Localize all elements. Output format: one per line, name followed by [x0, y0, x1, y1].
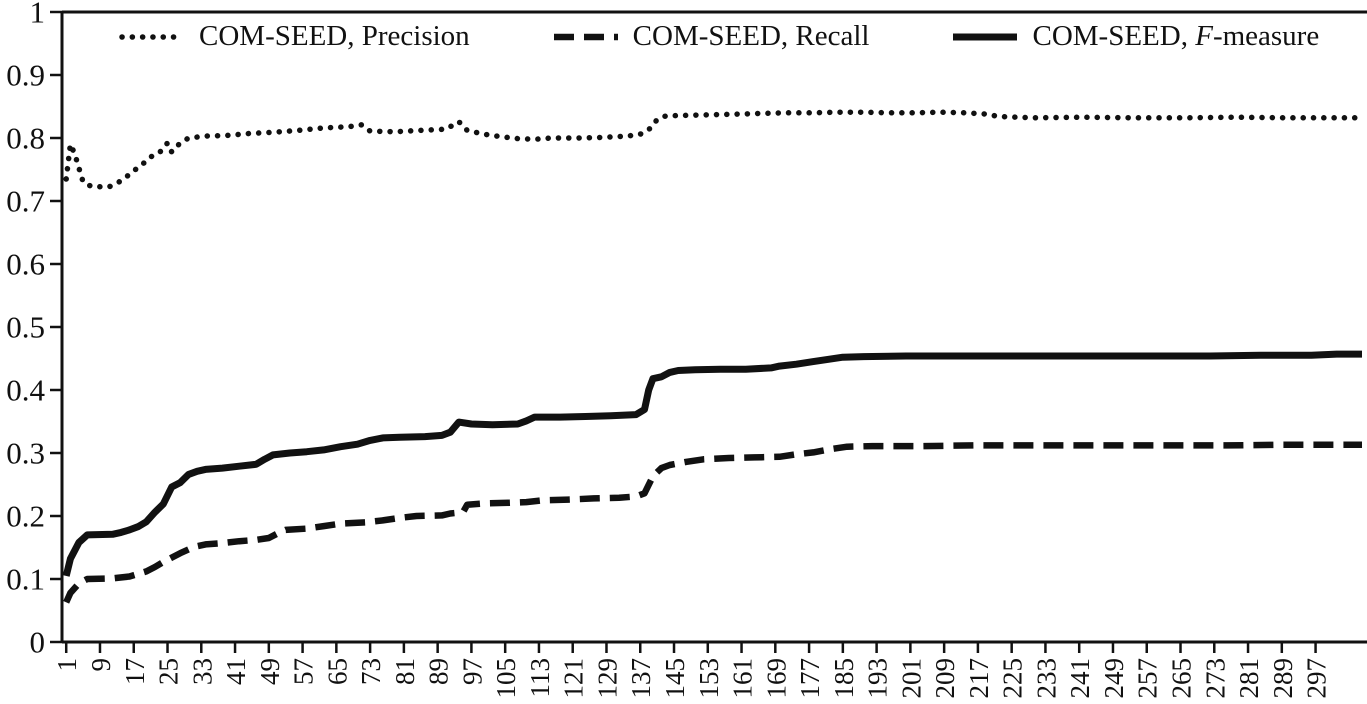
x-tick-label: 33 — [187, 658, 217, 685]
x-tick-label: 153 — [694, 658, 724, 699]
legend-label-recall: COM-SEED, Recall — [632, 20, 870, 52]
x-tick-label: 25 — [154, 658, 184, 685]
x-tick-label: 241 — [1065, 658, 1095, 699]
x-tick-label: 201 — [896, 658, 926, 699]
x-tick-label: 257 — [1133, 658, 1163, 699]
series-line-dotted — [63, 109, 1365, 190]
x-tick-label: 281 — [1234, 658, 1264, 699]
x-tick-label: 185 — [829, 658, 859, 699]
legend: COM-SEED, Precision COM-SEED, Recall COM… — [118, 20, 1319, 53]
y-tick-label: 0.5 — [6, 310, 45, 345]
x-tick-label: 161 — [728, 658, 758, 699]
x-tick-label: 89 — [424, 658, 454, 685]
legend-label-fmeasure: COM-SEED, F-measure — [1032, 20, 1320, 52]
x-tick-label: 105 — [491, 658, 521, 699]
y-tick-label: 1 — [30, 0, 46, 30]
legend-item-recall: COM-SEED, Recall — [552, 20, 870, 53]
x-tick-label: 49 — [255, 658, 285, 685]
series-line-dashed — [63, 441, 1362, 604]
x-tick-label: 145 — [660, 658, 690, 699]
x-tick-label: 193 — [863, 658, 893, 699]
x-tick-label: 265 — [1167, 658, 1197, 699]
y-tick-label: 0.2 — [6, 499, 45, 534]
legend-item-fmeasure: COM-SEED, F-measure — [951, 20, 1319, 53]
y-tick-label: 0.3 — [6, 436, 45, 471]
x-tick-label: 217 — [964, 658, 994, 699]
x-tick-label: 113 — [525, 658, 555, 698]
x-tick-label: 209 — [930, 658, 960, 699]
x-tick-label: 9 — [86, 658, 116, 672]
x-tick-label: 129 — [592, 658, 622, 699]
x-tick-label: 17 — [120, 658, 150, 685]
x-tick-label: 41 — [221, 658, 251, 685]
precision-line-sample — [119, 33, 185, 40]
x-tick-label: 1 — [52, 658, 82, 672]
series-line-solid — [62, 350, 1362, 577]
y-tick-label: 0 — [30, 625, 46, 660]
x-tick-label: 297 — [1302, 658, 1332, 699]
x-tick-label: 81 — [390, 658, 420, 685]
x-tick-label: 249 — [1099, 658, 1129, 699]
x-tick-label: 65 — [322, 658, 352, 685]
x-tick-label: 225 — [998, 658, 1028, 699]
x-tick-label: 121 — [559, 658, 589, 699]
legend-label-precision: COM-SEED, Precision — [199, 20, 470, 52]
y-tick-label: 0.8 — [6, 121, 45, 156]
x-tick-label: 57 — [289, 658, 319, 685]
x-tick-label: 177 — [795, 658, 825, 699]
y-tick-label: 0.9 — [6, 58, 45, 93]
y-tick-label: 0.1 — [6, 562, 45, 597]
x-tick-label: 273 — [1200, 658, 1230, 699]
fmeasure-line-sample — [953, 33, 1018, 40]
x-tick-label: 137 — [626, 658, 656, 699]
legend-item-precision: COM-SEED, Precision — [118, 20, 470, 53]
y-tick-label: 0.7 — [6, 184, 45, 219]
x-tick-label: 233 — [1031, 658, 1061, 699]
y-tick-label: 0.4 — [6, 373, 45, 408]
y-tick-label: 0.6 — [6, 247, 45, 282]
x-tick-label: 97 — [457, 658, 487, 685]
x-tick-label: 73 — [356, 658, 386, 685]
x-tick-label: 289 — [1268, 658, 1298, 699]
recall-line-sample — [553, 33, 618, 40]
x-tick-label: 169 — [761, 658, 791, 699]
